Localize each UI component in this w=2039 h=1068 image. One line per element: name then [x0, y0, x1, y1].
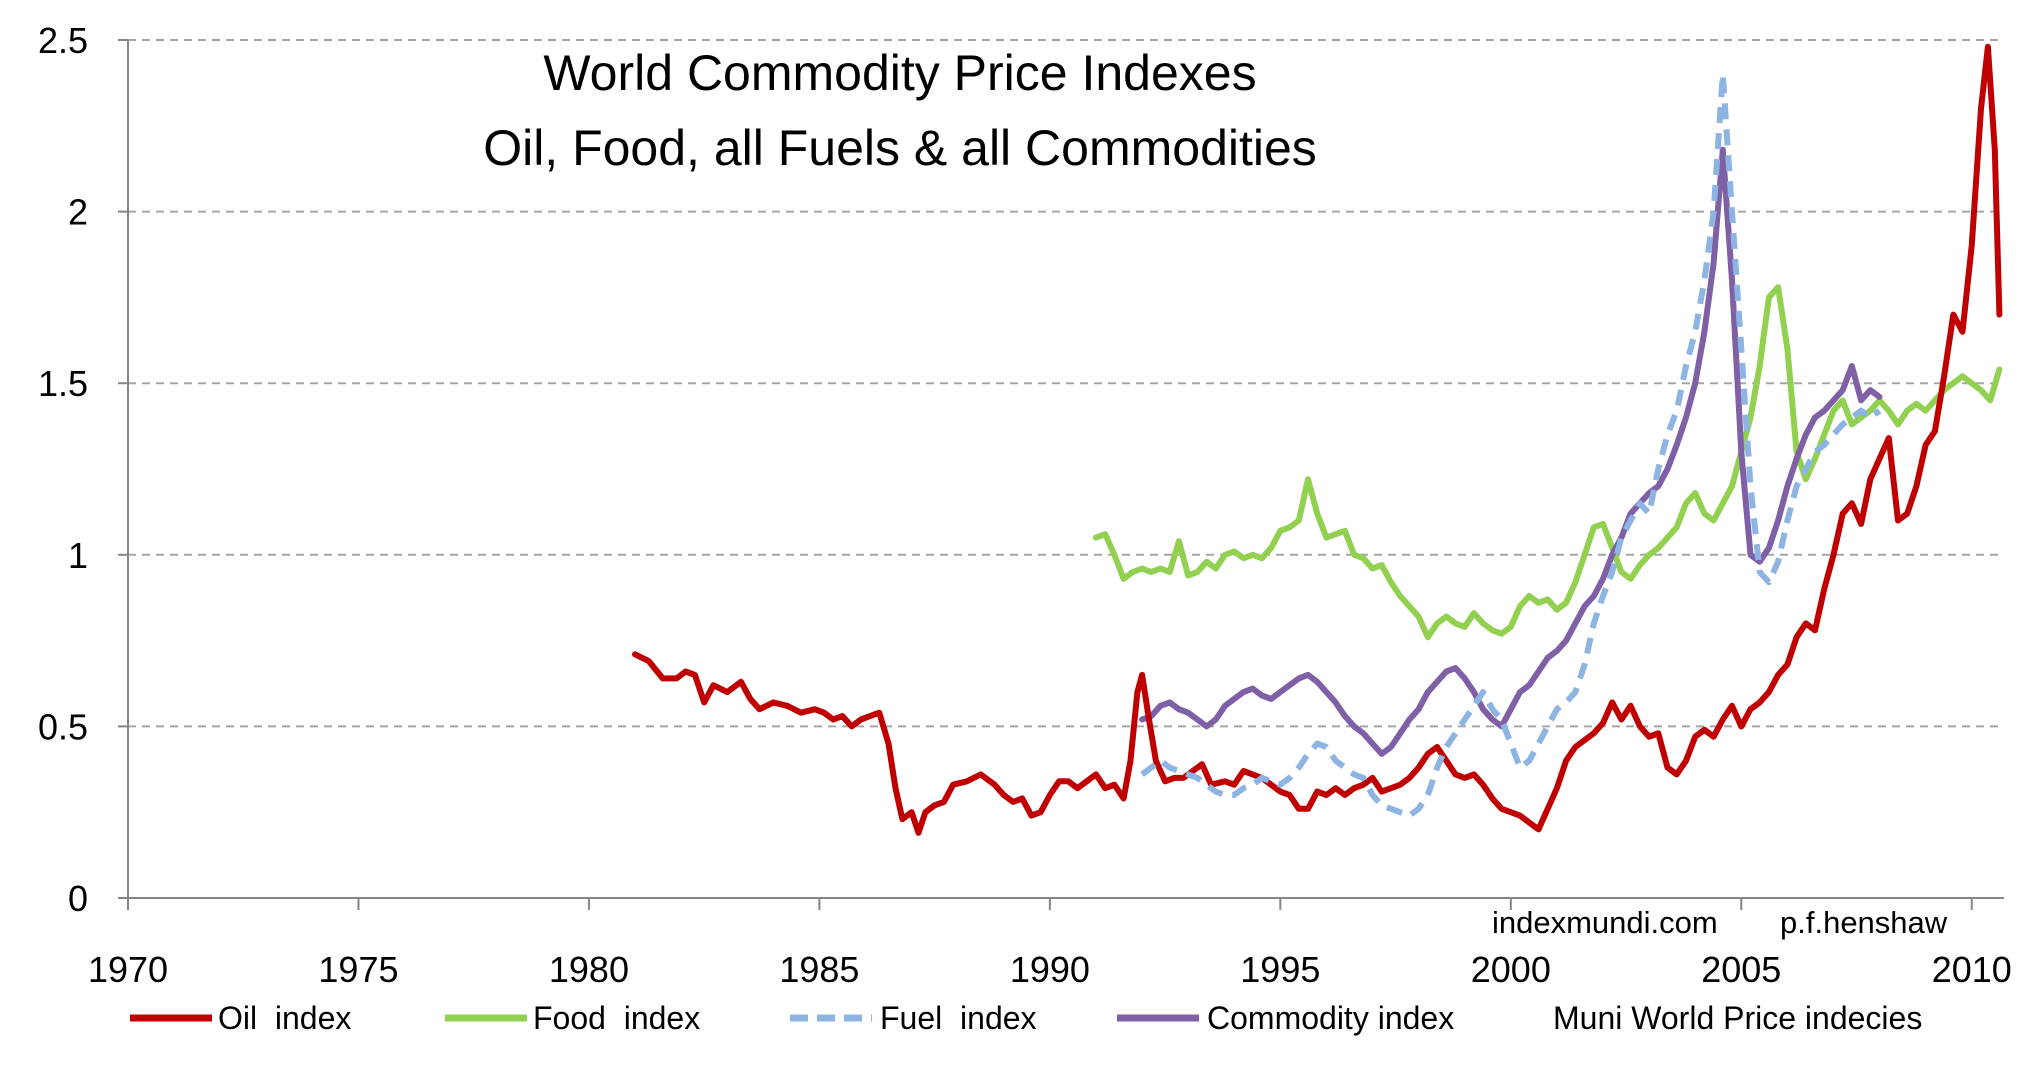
legend-label-oil: Oil index [218, 1000, 351, 1036]
x-tick-label: 2005 [1701, 949, 1781, 990]
x-tick-label: 1970 [88, 949, 168, 990]
x-tick-label: 1995 [1240, 949, 1320, 990]
credit-indexmundi: indexmundi.com [1492, 905, 1718, 940]
series-line-commodity [1139, 146, 1883, 757]
chart-subtitle: Oil, Food, all Fuels & all Commodities [483, 120, 1317, 176]
y-tick-label: 2 [68, 192, 88, 233]
chart-title: World Commodity Price Indexes [543, 45, 1256, 101]
series-line-oil [632, 43, 2003, 836]
x-tick-label: 1980 [549, 949, 629, 990]
y-tick-label: 1 [68, 535, 88, 576]
x-tick-label: 2010 [1932, 949, 2012, 990]
axes [127, 40, 2004, 899]
y-tick-label: 0.5 [38, 706, 88, 747]
y-tick-label: 2.5 [38, 20, 88, 61]
legend-note: Muni World Price indecies [1553, 1000, 1922, 1036]
y-tick-label: 0 [68, 878, 88, 919]
credit-henshaw: p.f.henshaw [1780, 905, 1948, 940]
legend-label-commodity: Commodity index [1207, 1000, 1454, 1036]
gridlines [128, 39, 2004, 728]
legend-label-fuel: Fuel index [880, 1000, 1037, 1036]
series-line-food [1093, 284, 2003, 641]
series-line-fuel [1140, 71, 1882, 819]
x-tick-label: 2000 [1471, 949, 1551, 990]
x-tick-label: 1990 [1010, 949, 1090, 990]
y-ticks: 0 0.5 1 1.5 2 2.5 [38, 20, 128, 919]
x-ticks: 1970 1975 1980 1985 1990 1995 2000 2005 2010 [88, 898, 2012, 990]
x-tick-label: 1985 [779, 949, 859, 990]
legend: Oil index Food index Fuel index Commodit… [130, 1000, 1922, 1036]
y-tick-label: 1.5 [38, 363, 88, 404]
legend-label-food: Food index [533, 1000, 700, 1036]
x-tick-label: 1975 [318, 949, 398, 990]
series-layer [632, 43, 2003, 836]
